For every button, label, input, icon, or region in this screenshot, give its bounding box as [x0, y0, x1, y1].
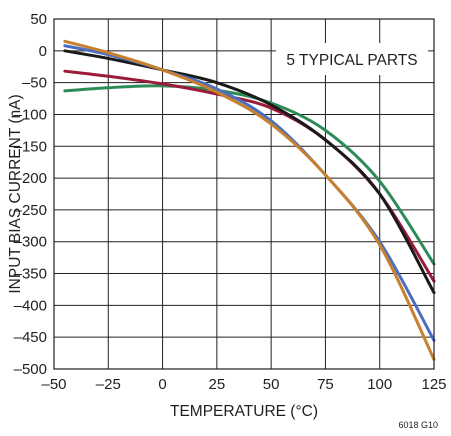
y-tick-label: –150 [14, 138, 47, 155]
y-tick-labels: 50 0 –50 –100 –150 –200 –250 –300 –350 –400 –450 –5… [14, 11, 47, 378]
x-tick-label: –50 [41, 376, 66, 393]
x-axis-title: TEMPERATURE (°C) [170, 403, 318, 420]
series-line-5 [63, 39, 436, 361]
series-line-2 [63, 69, 436, 283]
x-tick-label: 125 [421, 376, 446, 393]
figure-id: 6018 G10 [398, 420, 438, 430]
y-tick-label: –250 [14, 202, 47, 219]
y-tick-label: 50 [30, 11, 47, 28]
y-tick-label: –300 [14, 234, 47, 251]
y-axis-title: INPUT BIAS CURRENT (nA) [7, 94, 24, 293]
y-tick-label: –450 [14, 329, 47, 346]
x-tick-label: 25 [209, 376, 226, 393]
y-tick-label: –50 [22, 75, 47, 92]
y-tick-label: 0 [39, 43, 47, 60]
x-tick-label: 0 [158, 376, 166, 393]
annotation-label: 5 TYPICAL PARTS [286, 52, 417, 69]
y-tick-label: –200 [14, 170, 47, 187]
annotation-box [276, 43, 428, 75]
plot-frame [53, 18, 435, 370]
y-tick-label: –500 [14, 361, 47, 378]
y-tick-label: –350 [14, 266, 47, 283]
x-tick-label: –25 [96, 376, 121, 393]
x-tick-label: 100 [367, 376, 392, 393]
series-group [63, 39, 436, 361]
series-line-3 [63, 49, 436, 295]
x-tick-label: 75 [317, 376, 334, 393]
y-tick-label: –400 [14, 297, 47, 314]
annotation-group: 5 TYPICAL PARTS [276, 43, 428, 75]
y-tick-label: –100 [14, 106, 47, 123]
x-tick-labels: –50 –25 0 25 50 75 100 125 [41, 376, 446, 393]
x-tick-label: 50 [263, 376, 280, 393]
series-line-1 [63, 84, 436, 266]
grid [53, 18, 435, 370]
